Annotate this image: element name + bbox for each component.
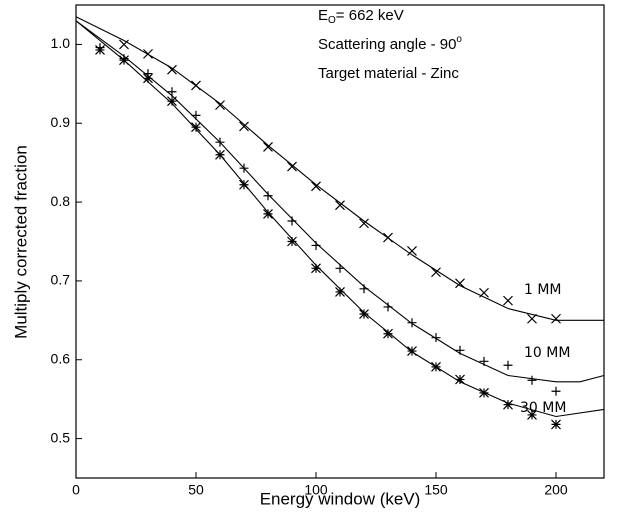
- marker: [455, 374, 465, 385]
- x-axis-label: Energy window (keV): [260, 489, 421, 508]
- marker: [479, 287, 489, 298]
- marker: [311, 240, 321, 250]
- marker: [407, 318, 417, 328]
- marker: [335, 200, 345, 211]
- annotation-text: Scattering angle - 90: [318, 36, 456, 53]
- marker: [287, 236, 297, 247]
- x-tick-label: 0: [72, 482, 80, 498]
- marker: [119, 55, 129, 66]
- marker: [335, 287, 345, 297]
- marker: [287, 161, 297, 172]
- marker: [215, 149, 225, 160]
- marker: [215, 137, 225, 147]
- marker: [479, 387, 489, 398]
- x-tick-label: 100: [304, 482, 328, 498]
- marker: [239, 179, 249, 190]
- y-tick-label: 0.9: [51, 114, 71, 130]
- x-tick-label: 150: [424, 482, 448, 498]
- marker: [431, 267, 441, 278]
- series-label: 30 MM: [520, 400, 566, 416]
- marker: [503, 295, 513, 306]
- marker: [215, 100, 225, 111]
- marker: [167, 96, 177, 107]
- marker: [239, 163, 249, 173]
- marker: [431, 333, 441, 343]
- marker: [311, 263, 321, 274]
- plot-frame: [75, 4, 605, 479]
- marker: [407, 246, 417, 256]
- marker: [527, 410, 537, 420]
- marker: [383, 302, 393, 312]
- y-tick-label: 0.5: [51, 429, 71, 445]
- series-label: 10 MM: [524, 345, 570, 361]
- annotation-text: O: [328, 15, 336, 26]
- marker: [335, 263, 345, 273]
- marker: [143, 48, 153, 59]
- marker: [551, 313, 561, 324]
- marker: [263, 208, 273, 219]
- marker: [191, 110, 201, 120]
- marker: [551, 419, 561, 430]
- marker: [239, 121, 249, 132]
- annotation: Target material - Zinc: [318, 65, 459, 82]
- annotation: Scattering angle - 90o: [318, 34, 462, 53]
- marker: [431, 361, 441, 372]
- x-tick-label: 200: [544, 482, 568, 498]
- y-axis-label: Multiply corrected fraction: [11, 145, 30, 339]
- marker: [527, 375, 537, 385]
- marker: [503, 360, 513, 370]
- y-tick-label: 0.6: [51, 350, 71, 366]
- marker: [503, 399, 513, 410]
- marker: [527, 313, 537, 324]
- marker: [479, 356, 489, 366]
- marker: [407, 346, 417, 357]
- series-label: 1 MM: [524, 282, 562, 298]
- marker: [263, 141, 273, 152]
- marker: [359, 309, 369, 319]
- marker: [287, 216, 297, 226]
- x-tick-label: 50: [188, 482, 204, 498]
- y-tick-label: 0.7: [51, 272, 71, 288]
- marker: [263, 191, 273, 201]
- marker: [119, 39, 129, 50]
- marker: [95, 45, 105, 55]
- annotation-text: = 662 keV: [336, 7, 404, 24]
- annotation-text: o: [456, 34, 462, 45]
- marker: [551, 386, 561, 396]
- y-tick-label: 1.0: [51, 35, 71, 51]
- marker: [167, 87, 177, 97]
- marker: [359, 284, 369, 294]
- annotation-text: E: [318, 7, 328, 24]
- marker: [143, 73, 153, 84]
- marker: [191, 122, 201, 133]
- marker: [167, 64, 177, 75]
- marker: [383, 232, 393, 243]
- marker: [359, 218, 369, 229]
- marker: [455, 278, 465, 289]
- y-tick-label: 0.8: [51, 193, 71, 209]
- marker: [455, 345, 465, 355]
- marker: [383, 328, 393, 339]
- marker: [311, 181, 321, 192]
- fit-line: [75, 16, 604, 321]
- annotation: EO= 662 keV: [318, 7, 404, 26]
- marker: [191, 80, 201, 91]
